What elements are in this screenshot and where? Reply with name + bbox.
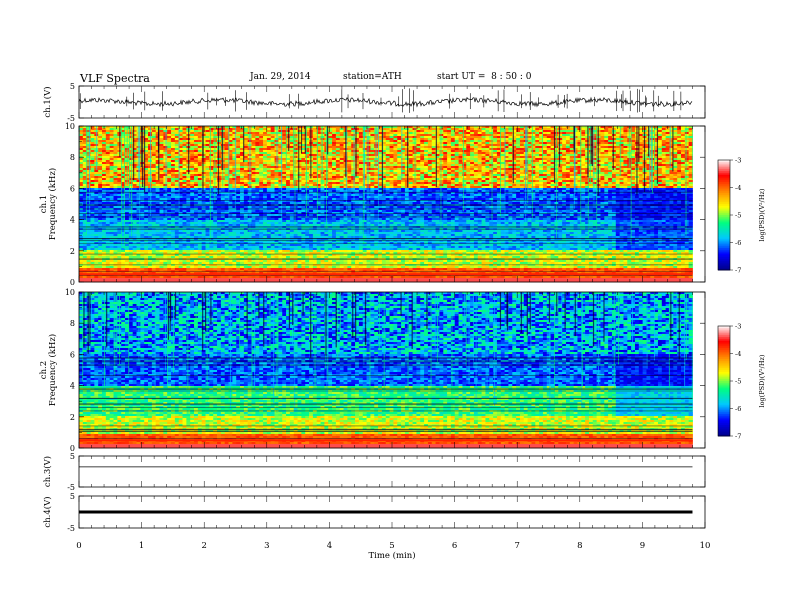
y-axis-label-ch2-spec: ch.2 xyxy=(39,361,49,379)
colorbar-label: log(PSD)(V²/Hz) xyxy=(758,188,766,241)
y-tick-label-ch1-wave: 5 xyxy=(70,82,75,91)
x-axis-label: Time (min) xyxy=(368,550,415,561)
y-tick-label-ch2-spec: 8 xyxy=(70,319,75,328)
start-ut-label: start UT = 8 : 50 : 0 xyxy=(437,72,532,82)
x-tick-label: 7 xyxy=(514,541,519,551)
colorbar-ch1: -3 -4 -5 -6 -7 log(PSD)(V²/Hz) xyxy=(717,157,766,275)
colorbar-tick-label: -5 xyxy=(735,378,741,386)
colorbar-tick-label: -5 xyxy=(735,212,741,220)
y-tick-label-ch1-spec: 0 xyxy=(70,278,75,287)
y-tick-label-ch2-spec: 10 xyxy=(65,288,75,297)
y-tick-label-ch3-wave: -5 xyxy=(67,483,75,492)
y-tick-label-ch1-spec: 4 xyxy=(70,216,75,225)
y-tick-label-ch4-wave: 5 xyxy=(70,492,75,501)
colorbar-tick-label: -3 xyxy=(735,157,741,165)
y-axis-label-ch1-spec: ch.1 xyxy=(39,195,49,213)
x-tick-label: 4 xyxy=(327,541,332,551)
y-axis-label-ch4-wave: ch.4(V) xyxy=(42,496,53,527)
y-tick-label-ch2-spec: 6 xyxy=(70,350,75,359)
x-tick-label: 10 xyxy=(700,541,711,551)
y-tick-label-ch1-spec: 6 xyxy=(70,184,75,193)
y-tick-label-ch1-spec: 10 xyxy=(65,122,75,131)
spectrogram-ch2-spec xyxy=(79,292,693,449)
colorbar-tick-label: -3 xyxy=(735,323,741,331)
colorbar-ch2: -3 -4 -5 -6 -7 log(PSD)(V²/Hz) xyxy=(717,323,766,441)
y-tick-label-ch2-spec: 4 xyxy=(70,382,75,391)
colorbar-tick-label: -7 xyxy=(735,433,741,441)
colorbar-tick-label: -6 xyxy=(735,405,741,413)
y-tick-label-ch1-wave: -5 xyxy=(67,114,75,123)
spectrogram-ch1-spec xyxy=(78,126,693,283)
y-tick-label-ch4-wave: -5 xyxy=(67,524,75,533)
y-tick-label-ch1-spec: 8 xyxy=(70,153,75,162)
colorbar-tick-label: -7 xyxy=(735,267,741,275)
x-tick-label: 6 xyxy=(452,541,457,551)
colorbar-label: log(PSD)(V²/Hz) xyxy=(758,354,766,407)
x-tick-label: 8 xyxy=(577,541,582,551)
x-tick-label: 3 xyxy=(264,541,269,551)
x-tick-label: 2 xyxy=(201,541,206,551)
x-tick-label: 0 xyxy=(76,541,81,551)
y-tick-label-ch1-spec: 2 xyxy=(70,247,75,256)
y-tick-label-ch3-wave: 5 xyxy=(70,452,75,461)
x-tick-label: 5 xyxy=(389,541,394,551)
x-tick-label: 1 xyxy=(139,541,144,551)
colorbar-tick-label: -6 xyxy=(735,239,741,247)
chart-title: VLF Spectra xyxy=(80,72,150,85)
y-tick-label-ch2-spec: 0 xyxy=(70,444,75,453)
y-axis-label-ch1-spec: Frequency (kHz) xyxy=(47,168,58,240)
y-axis-label-ch1-wave: ch.1(V) xyxy=(42,86,53,117)
y-axis-label-ch2-spec: Frequency (kHz) xyxy=(47,334,58,406)
colorbar-tick-label: -4 xyxy=(735,184,741,192)
waveform-trace-ch1-wave xyxy=(78,96,693,108)
date-label: Jan. 29, 2014 xyxy=(250,72,311,82)
y-tick-label-ch2-spec: 2 xyxy=(70,413,75,422)
y-axis-label-ch3-wave: ch.3(V) xyxy=(42,456,53,487)
x-tick-label: 9 xyxy=(640,541,645,551)
station-label: station=ATH xyxy=(343,72,402,82)
colorbar-tick-label: -4 xyxy=(735,350,741,358)
